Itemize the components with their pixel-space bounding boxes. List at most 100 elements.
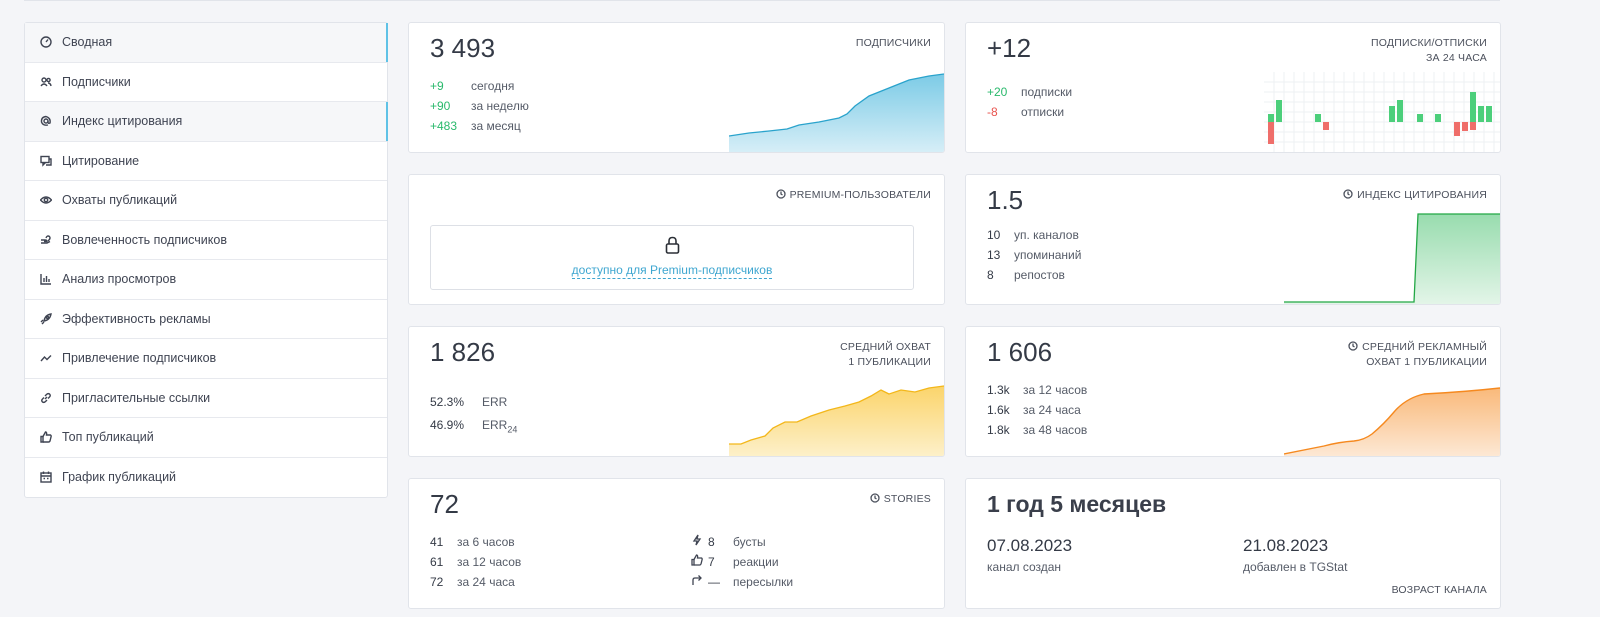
channel-age-value: 1 год 5 месяцев xyxy=(987,491,1167,517)
card-title: СРЕДНИЙ ОХВАТ 1 ПУБЛИКАЦИИ xyxy=(840,340,931,370)
sidebar-item-reach[interactable]: Охваты публикаций xyxy=(25,181,387,221)
ad-reach-48h-value: 1.8k xyxy=(987,423,1010,437)
ad-reach-24h-value: 1.6k xyxy=(987,403,1010,417)
avg-ad-reach-value: 1 606 xyxy=(987,337,1053,367)
subs-week-value: +90 xyxy=(430,99,451,113)
sidebar-item-label: Эффективность рекламы xyxy=(62,311,211,326)
citation-sparkline xyxy=(1284,213,1500,304)
subs-week-label: за неделю xyxy=(471,99,529,113)
lock-icon xyxy=(664,236,681,259)
card-title-text: PREMIUM-ПОЛЬЗОВАТЕЛИ xyxy=(789,189,931,201)
forward-icon xyxy=(691,572,703,585)
card-title: СРЕДНИЙ РЕКЛАМНЫЙ ОХВАТ 1 ПУБЛИКАЦИИ xyxy=(1348,340,1487,370)
card-title-line2: ОХВАТ 1 ПУБЛИКАЦИИ xyxy=(1366,356,1487,368)
card-title-text: STORIES xyxy=(883,493,931,505)
err24-value: 46.9% xyxy=(430,418,465,432)
sidebar-item-label: График публикаций xyxy=(62,470,177,485)
card-footer-title: ВОЗРАСТ КАНАЛА xyxy=(1391,584,1487,596)
avg-ad-reach-sparkline xyxy=(1284,387,1500,456)
premium-link[interactable]: доступно для Premium-подписчиков xyxy=(571,263,773,279)
mentions-label: упоминаний xyxy=(1014,248,1082,262)
reactions-value: 7 xyxy=(708,555,715,569)
ad-reach-48h-label: за 48 часов xyxy=(1023,423,1088,437)
sidebar-item-label: Индекс цитирования xyxy=(62,114,183,129)
stories-12h-label: за 12 часов xyxy=(457,555,522,569)
unsubs-label: отписки xyxy=(1021,105,1065,119)
err24-subscript: 24 xyxy=(507,424,518,435)
rocket-icon xyxy=(39,312,52,325)
boosts-value: 8 xyxy=(708,535,715,549)
channels-value: 10 xyxy=(987,228,1001,242)
sidebar-item-label: Пригласительные ссылки xyxy=(62,390,211,405)
card-title-line2: 1 ПУБЛИКАЦИИ xyxy=(848,356,931,368)
subs-label: подписки xyxy=(1021,85,1073,99)
card-title-line1: ПОДПИСКИ/ОТПИСКИ xyxy=(1371,37,1487,49)
created-date: 07.08.2023 xyxy=(987,536,1073,555)
sidebar-item-label: Цитирование xyxy=(62,153,140,168)
thumbs-up-icon xyxy=(39,431,52,444)
err-label: ERR xyxy=(482,395,508,409)
premium-users-card[interactable]: PREMIUM-ПОЛЬЗОВАТЕЛИ доступно для Premiu… xyxy=(408,174,945,305)
added-label: добавлен в TGStat xyxy=(1243,560,1348,574)
sidebar-item-engagement[interactable]: Вовлеченность подписчиков xyxy=(25,221,387,260)
subs-unsubs-bar-chart xyxy=(1264,72,1500,152)
boosts-label: бусты xyxy=(733,535,766,549)
card-title-line2: ЗА 24 ЧАСА xyxy=(1426,52,1487,64)
stories-12h-value: 61 xyxy=(430,555,444,569)
citation-index-card[interactable]: 1.5 ИНДЕКС ЦИТИРОВАНИЯ 10 уп. каналов 13 у… xyxy=(965,174,1501,305)
sidebar-item-schedule[interactable]: График публикаций xyxy=(25,458,387,498)
dashboard-icon xyxy=(39,36,52,49)
mentions-value: 13 xyxy=(987,248,1001,262)
eye-icon xyxy=(39,194,52,207)
quote-icon xyxy=(39,154,52,167)
sidebar-item-ads[interactable]: Эффективность рекламы xyxy=(25,300,387,339)
card-title-line1: СРЕДНИЙ РЕКЛАМНЫЙ xyxy=(1362,341,1487,353)
err-value: 52.3% xyxy=(430,395,465,409)
bar-chart-icon xyxy=(39,273,52,286)
subscribers-sparkline xyxy=(729,73,944,152)
subs-net-count: +12 xyxy=(987,33,1032,63)
stories-6h-value: 41 xyxy=(430,535,444,549)
card-title: ПОДПИСЧИКИ xyxy=(855,37,931,49)
stories-count: 72 xyxy=(430,489,459,519)
clock-icon xyxy=(870,493,880,503)
sidebar-item-subscribers[interactable]: Подписчики xyxy=(25,63,387,102)
reactions-label: реакции xyxy=(733,555,779,569)
citation-index-value: 1.5 xyxy=(987,185,1024,215)
subs-month-label: за месяц xyxy=(471,119,521,133)
subs-value: +20 xyxy=(987,85,1008,99)
added-date: 21.08.2023 xyxy=(1243,536,1329,555)
ad-reach-12h-label: за 12 часов xyxy=(1023,383,1088,397)
calendar-icon xyxy=(39,471,52,484)
sidebar-item-citation[interactable]: Цитирование xyxy=(25,142,387,181)
card-title-text: ИНДЕКС ЦИТИРОВАНИЯ xyxy=(1357,189,1487,201)
avg-ad-reach-card[interactable]: 1 606 СРЕДНИЙ РЕКЛАМНЫЙ ОХВАТ 1 ПУБЛИКАЦИ… xyxy=(965,326,1501,457)
channel-age-card[interactable]: 1 год 5 месяцев 07.08.2023 канал создан … xyxy=(965,478,1501,609)
subscribers-count: 3 493 xyxy=(430,33,496,63)
sidebar-item-label: Вовлеченность подписчиков xyxy=(62,232,227,247)
sidebar-item-top-posts[interactable]: Топ публикаций xyxy=(25,418,387,458)
clock-icon xyxy=(775,189,786,199)
subs-today-value: +9 xyxy=(430,79,444,93)
link-icon xyxy=(39,391,52,404)
premium-lock-box[interactable]: доступно для Premium-подписчиков xyxy=(430,225,914,290)
sidebar-item-growth[interactable]: Привлечение подписчиков xyxy=(25,339,387,379)
avg-reach-card[interactable]: 1 826 СРЕДНИЙ ОХВАТ 1 ПУБЛИКАЦИИ 52.3% ERR… xyxy=(408,326,945,457)
err24-label: ERR xyxy=(482,418,508,432)
stories-6h-label: за 6 часов xyxy=(457,535,515,549)
stories-card[interactable]: 72 STORIES 41 за 6 часов 61 за 12 часов 72… xyxy=(408,478,945,609)
top-divider xyxy=(24,0,1500,1)
reposts-value: 8 xyxy=(987,268,994,282)
subs-unsubs-card[interactable]: +12 ПОДПИСКИ/ОТПИСКИ ЗА 24 ЧАСА +20 подпис… xyxy=(965,22,1501,153)
sidebar-item-summary[interactable]: Сводная xyxy=(25,23,388,63)
subscribers-card[interactable]: 3 493 ПОДПИСЧИКИ +9 сегодня +90 за неделю … xyxy=(408,22,945,153)
sidebar-item-citation-index[interactable]: Индекс цитирования xyxy=(25,102,388,142)
users-icon xyxy=(39,75,52,88)
sidebar-item-invite-links[interactable]: Пригласительные ссылки xyxy=(25,379,387,418)
sidebar-item-views[interactable]: Анализ просмотров xyxy=(25,260,387,300)
channels-label: уп. каналов xyxy=(1014,228,1079,242)
ad-reach-24h-label: за 24 часа xyxy=(1023,403,1081,417)
card-title: PREMIUM-ПОЛЬЗОВАТЕЛИ xyxy=(775,188,931,203)
clock-icon xyxy=(1348,341,1358,351)
sidebar-item-label: Подписчики xyxy=(62,74,131,89)
